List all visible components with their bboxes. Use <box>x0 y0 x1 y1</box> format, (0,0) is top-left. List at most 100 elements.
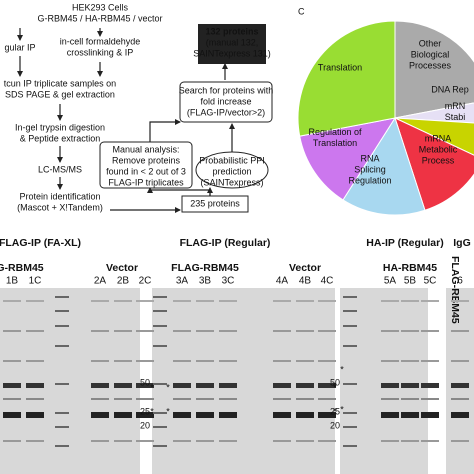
gel-band <box>114 383 132 388</box>
gel-band <box>114 360 132 362</box>
pie-label: Translation <box>313 138 357 148</box>
gel-header: HA-IP (Regular) <box>366 237 443 249</box>
lane-label: 1B <box>6 276 19 287</box>
gel-band <box>421 330 439 332</box>
lane-label: 4C <box>321 276 334 287</box>
ladder-band <box>343 296 357 298</box>
gel-band <box>421 412 439 418</box>
gel-band <box>196 412 214 418</box>
gel-band <box>296 360 314 362</box>
flow-text: in-cell formaldehyde <box>60 36 141 46</box>
ladder-band <box>55 345 69 347</box>
marker-label: 50 <box>140 377 150 387</box>
ladder-band <box>343 325 357 327</box>
gel-panel <box>446 288 474 474</box>
gel-band <box>318 398 336 400</box>
gel-band <box>451 412 469 418</box>
pie-slice <box>342 116 426 216</box>
flow-text: HEK293 Cells <box>72 2 129 12</box>
pie-label: Processes <box>409 60 452 70</box>
pie-label: mRNA <box>425 133 452 143</box>
gel-band <box>136 330 154 332</box>
pie-slice <box>394 20 474 119</box>
gel-band <box>219 383 237 388</box>
gel-band <box>114 300 132 302</box>
gel-header: FLAG-IP (Regular) <box>180 237 271 249</box>
gel-band <box>381 398 399 400</box>
asterisk: * <box>333 406 337 416</box>
gel-band <box>26 360 44 362</box>
gel-band <box>136 398 154 400</box>
flow-text: gular IP <box>4 42 35 52</box>
ladder-band <box>55 296 69 298</box>
gel-band <box>421 300 439 302</box>
gel-band <box>196 300 214 302</box>
gel-band <box>296 383 314 388</box>
flow-text: In-gel trypsin digestion <box>15 122 105 132</box>
gel-band <box>296 300 314 302</box>
marker-label: 50 <box>330 377 340 387</box>
marker-label: 20 <box>330 420 340 430</box>
gel-band <box>273 300 291 302</box>
flow-text: (manual 132, <box>206 37 259 47</box>
gel-band <box>296 440 314 442</box>
pie-slice <box>394 117 474 156</box>
ladder-band <box>153 310 167 312</box>
gel-band <box>296 330 314 332</box>
pie-label: Process <box>422 155 455 165</box>
asterisk: * <box>150 382 154 392</box>
gel-band <box>318 360 336 362</box>
lane-label: 3A <box>176 276 189 287</box>
gel-band <box>451 383 469 388</box>
flow-text: fold increase <box>200 96 251 106</box>
gel-band <box>26 383 44 388</box>
asterisk: * <box>166 382 170 392</box>
pie-label: Other <box>419 38 442 48</box>
lane-label: 2A <box>94 276 107 287</box>
lane-label: 1C <box>29 276 42 287</box>
gel-band <box>196 360 214 362</box>
gel-band <box>421 440 439 442</box>
gel-band <box>3 300 21 302</box>
gel-band <box>381 330 399 332</box>
gel-band <box>273 330 291 332</box>
lane-label: 5B <box>404 276 417 287</box>
gel-band <box>219 360 237 362</box>
flow-text: 132 proteins <box>205 26 258 36</box>
gel-band <box>381 440 399 442</box>
pie-label: Regulation <box>348 175 391 185</box>
ladder-band <box>55 310 69 312</box>
flow-text: (Mascot + X!Tandem) <box>17 202 103 212</box>
gel-band <box>219 398 237 400</box>
gel-band <box>173 330 191 332</box>
gel-band <box>318 412 336 418</box>
gel-band <box>136 412 154 418</box>
gel-band <box>3 330 21 332</box>
gel-header: IgG <box>453 237 471 249</box>
flow-text: Probabilistic PPI <box>199 155 265 165</box>
lane-label: 5A <box>384 276 397 287</box>
gel-band <box>173 300 191 302</box>
ladder-band <box>153 296 167 298</box>
gel-band <box>318 330 336 332</box>
gel-band <box>114 398 132 400</box>
pie-label: Regulation of <box>308 127 362 137</box>
ladder-band <box>343 310 357 312</box>
gel-band <box>196 330 214 332</box>
gel-band <box>451 360 469 362</box>
gel-band <box>26 398 44 400</box>
gel-band <box>401 330 419 332</box>
lane-label: 6 <box>457 276 463 287</box>
marker-label: 25 <box>140 406 150 416</box>
flow-text: Remove proteins <box>112 155 181 165</box>
ladder-band <box>55 426 69 428</box>
gel-band <box>173 412 191 418</box>
gel-band <box>91 398 109 400</box>
gel-band <box>91 383 109 388</box>
gel-band <box>296 398 314 400</box>
pie-slice <box>297 20 396 137</box>
ladder-band <box>55 325 69 327</box>
gel-band <box>381 412 399 418</box>
gel-band <box>219 440 237 442</box>
gel-band <box>196 440 214 442</box>
